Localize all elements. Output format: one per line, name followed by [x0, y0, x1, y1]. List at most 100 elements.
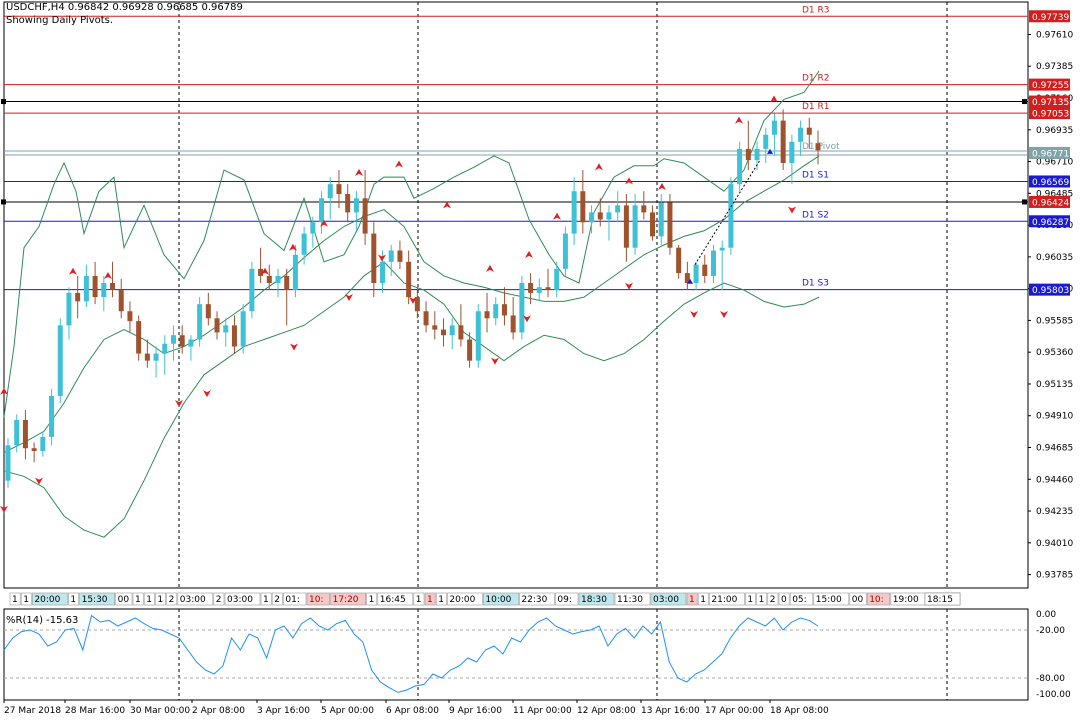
price-tick-label: 0.97610 [1036, 30, 1073, 40]
fractal-down [345, 294, 353, 302]
candle-body [258, 268, 264, 276]
date-tick-label: 17 Apr 00:00 [705, 706, 764, 716]
date-tick-label: 9 Apr 16:00 [449, 706, 502, 716]
candle-body [397, 250, 403, 262]
price-tick-label: 0.96935 [1036, 126, 1073, 136]
band-upper [3, 70, 820, 418]
band-middle [3, 155, 820, 453]
time-label: 00 [852, 595, 864, 605]
time-label-box [555, 592, 579, 606]
candle-body [336, 184, 342, 195]
time-label-box [813, 592, 850, 606]
fractal-down [625, 282, 633, 290]
fractal-up [69, 267, 77, 275]
candle-body [170, 335, 176, 344]
candle-body [719, 247, 725, 251]
candle-body [763, 134, 769, 149]
candle-body [266, 275, 272, 283]
candle-body [240, 311, 246, 347]
time-label: 21:00 [711, 595, 737, 605]
time-label: 15:00 [816, 595, 842, 605]
fractal-down [523, 315, 531, 323]
candle-body [423, 311, 429, 326]
price-label: 0.95803 [1032, 286, 1069, 296]
price-label: 0.96287 [1032, 218, 1069, 228]
candle-body [510, 315, 516, 333]
price-label-box [1029, 78, 1070, 91]
time-label-box [778, 592, 790, 606]
candle-body [66, 292, 72, 326]
candle-body [144, 353, 150, 361]
level-marker [1, 99, 6, 105]
candle-body [275, 275, 281, 283]
candle-body [562, 233, 568, 269]
price-label-box [1029, 283, 1070, 296]
price-label-box [1029, 107, 1070, 120]
time-label-box [155, 592, 166, 606]
time-label-box [650, 592, 687, 606]
price-tick-label: 0.94235 [1036, 507, 1073, 517]
symbol-ohlc-header: USDCHF,H4 0.96842 0.96928 0.96685 0.9678… [6, 2, 243, 13]
time-label-box [447, 592, 483, 606]
candle-body [353, 198, 359, 213]
time-label: 1 [427, 595, 433, 605]
williams-r-label: %R(14) -15.63 [6, 615, 79, 626]
time-label: 10: [869, 595, 883, 605]
price-label: 0.97739 [1032, 13, 1069, 23]
time-label-box [756, 592, 768, 606]
candle-body [545, 287, 551, 291]
pivot-name: D1 S3 [802, 279, 829, 289]
wpr-tick-label: -20.00 [1036, 626, 1065, 636]
time-label: 1 [416, 595, 422, 605]
candle-body [519, 282, 525, 333]
time-label-box [789, 592, 814, 606]
candle-body [5, 445, 11, 481]
bollinger-bands [3, 70, 820, 538]
candle-body [501, 304, 507, 316]
price-label-box [1029, 146, 1070, 159]
candle-body [597, 212, 603, 220]
candle-body [475, 311, 481, 361]
candle-body [162, 343, 168, 354]
buy-arrow [767, 148, 773, 154]
price-tick-label: 0.97385 [1036, 62, 1073, 72]
time-label: 2 [169, 595, 175, 605]
time-label-box [483, 592, 519, 606]
price-tick-label: 0.96710 [1036, 158, 1073, 168]
time-label: 2 [274, 595, 280, 605]
time-label: 1 [70, 595, 76, 605]
candle-body [31, 448, 37, 452]
candle-body [110, 282, 116, 291]
candle-body [345, 194, 351, 213]
date-tick-label: 5 Apr 00:00 [321, 706, 374, 716]
price-label-box [1029, 95, 1070, 108]
time-label-box [213, 592, 225, 606]
fractal-up [443, 201, 451, 209]
candle-body [589, 212, 595, 223]
time-label-box [271, 592, 283, 606]
price-label: 0.97135 [1032, 98, 1069, 108]
candle-body [22, 419, 28, 449]
fractals [0, 95, 796, 513]
price-tick-label: 0.94685 [1036, 444, 1073, 454]
time-label: 1 [12, 595, 18, 605]
candle-body [667, 202, 673, 248]
candle-body [319, 198, 325, 223]
pivot-name: D1 Pivot [802, 142, 840, 152]
candle-body [414, 297, 420, 312]
date-tick-label: 11 Apr 00:00 [513, 706, 572, 716]
candle-body [57, 325, 63, 396]
trendline [694, 159, 761, 265]
price-label: 0.96569 [1032, 178, 1069, 188]
time-label: 09: [557, 595, 571, 605]
candle-body [231, 325, 237, 347]
time-label-box [306, 592, 330, 606]
level-marker [1, 199, 6, 205]
candle-body [641, 205, 647, 213]
fractal-up [261, 267, 269, 275]
price-label: 0.96424 [1032, 198, 1069, 208]
time-label: 00 [118, 595, 130, 605]
fractal-down [409, 296, 417, 304]
